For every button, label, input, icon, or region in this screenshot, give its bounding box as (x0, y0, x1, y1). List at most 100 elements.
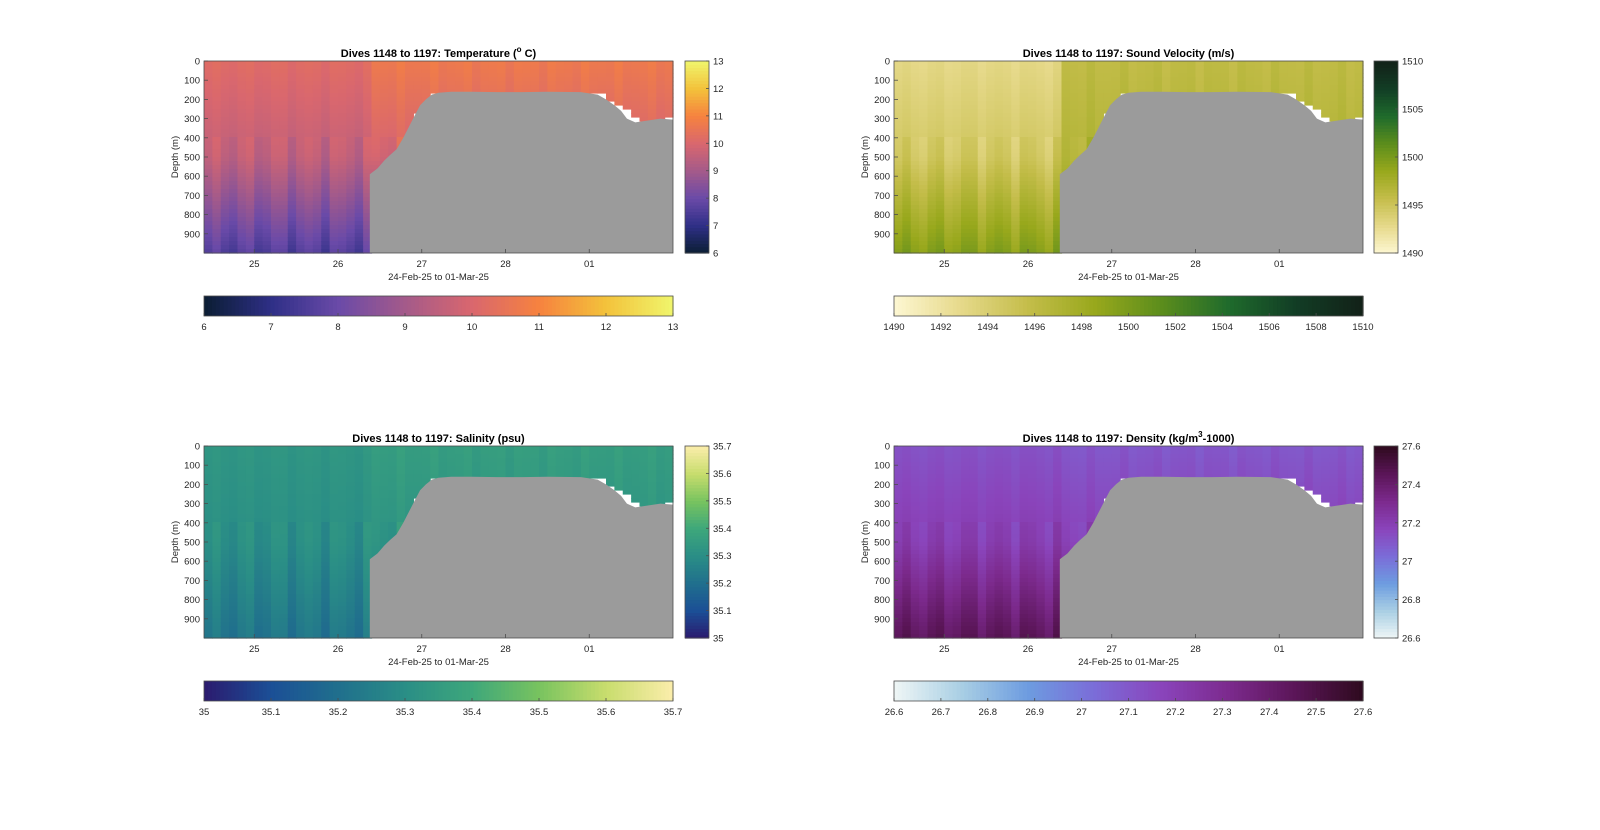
heatmap-cell (944, 177, 954, 182)
colorbar-tick-label: 9 (402, 322, 407, 333)
heatmap-cell (279, 205, 289, 210)
heatmap-cell (363, 201, 373, 206)
heatmap-cell (204, 534, 213, 539)
heatmap-cell (1002, 173, 1012, 178)
heatmap-cell (338, 201, 347, 206)
heatmap-cell (455, 69, 465, 74)
heatmap-cell (204, 237, 213, 242)
heatmap-cell (1053, 201, 1063, 206)
colorbar-tick-label: 10 (467, 322, 478, 333)
heatmap-cell (639, 466, 649, 471)
heatmap-cell (952, 229, 962, 234)
colorbar-swatch (497, 296, 502, 316)
heatmap-cell (329, 582, 339, 587)
heatmap-cell (212, 494, 222, 499)
heatmap-cell (379, 474, 389, 479)
heatmap-cell (338, 618, 347, 623)
heatmap-cell (279, 622, 289, 627)
heatmap-cell (204, 129, 213, 134)
heatmap-cell (363, 121, 373, 126)
heatmap-cell (555, 474, 565, 479)
heatmap-cell (961, 153, 970, 158)
heatmap-cell (296, 85, 306, 90)
y-tick-label: 900 (874, 229, 890, 240)
heatmap-cell (304, 562, 314, 567)
heatmap-cell (580, 454, 590, 459)
heatmap-cell (254, 550, 264, 555)
heatmap-cell (405, 450, 414, 455)
heatmap-cell (321, 470, 331, 475)
heatmap-cell (321, 229, 331, 234)
heatmap-cell (539, 69, 548, 74)
heatmap-cell (245, 626, 255, 631)
heatmap-cell (279, 554, 289, 559)
heatmap-cell (254, 77, 264, 82)
colorbar-swatch (1374, 233, 1398, 238)
heatmap-cell (304, 494, 314, 499)
heatmap-cell (338, 454, 347, 459)
heatmap-cell (1028, 113, 1037, 118)
heatmap-cell (237, 193, 247, 198)
heatmap-cell (237, 598, 247, 603)
heatmap-cell (312, 161, 322, 166)
heatmap-cell (927, 145, 937, 150)
heatmap-cell (304, 137, 314, 142)
heatmap-cell (1095, 85, 1104, 90)
heatmap-cell (287, 129, 297, 134)
heatmap-cell (952, 193, 962, 198)
heatmap-cell (927, 161, 937, 166)
heatmap-cell (287, 554, 297, 559)
heatmap-cell (237, 622, 247, 627)
heatmap-cell (338, 602, 347, 607)
heatmap-cell (254, 610, 264, 615)
heatmap-cell (254, 209, 264, 214)
heatmap-cell (346, 594, 356, 599)
colorbar-swatch (606, 296, 612, 316)
heatmap-cell (304, 626, 314, 631)
heatmap-cell (994, 217, 1004, 222)
heatmap-cell (539, 61, 548, 66)
heatmap-cell (204, 478, 213, 483)
heatmap-cell (312, 61, 322, 66)
heatmap-cell (371, 526, 381, 531)
heatmap-cell (1053, 65, 1063, 70)
heatmap-cell (935, 61, 945, 66)
colorbar-swatch (391, 681, 397, 701)
heatmap-cell (1111, 93, 1121, 98)
heatmap-cell (220, 113, 230, 118)
heatmap-cell (220, 630, 230, 635)
heatmap-cell (910, 205, 920, 210)
heatmap-cell (363, 562, 373, 567)
heatmap-cell (338, 446, 347, 451)
heatmap-cell (522, 89, 532, 94)
heatmap-cell (656, 470, 666, 475)
heatmap-cell (969, 197, 979, 202)
heatmap-cell (262, 117, 272, 122)
heatmap-cell (894, 462, 903, 467)
heatmap-cell (1061, 77, 1071, 82)
colorbar-tick-label: 7 (268, 322, 273, 333)
heatmap-cell (245, 546, 255, 551)
heatmap-cell (1120, 61, 1130, 66)
colorbar-swatch (254, 681, 260, 701)
colorbar-swatch (940, 296, 946, 316)
heatmap-cell (245, 217, 255, 222)
heatmap-cell (522, 81, 532, 86)
colorbar-swatch (301, 681, 307, 701)
heatmap-cell (919, 157, 929, 162)
heatmap-cell (304, 578, 314, 583)
heatmap-cell (321, 570, 331, 575)
heatmap-cell (927, 233, 937, 238)
colorbar-swatch (649, 296, 655, 316)
heatmap-cell (1086, 105, 1096, 110)
heatmap-cell (220, 586, 230, 591)
colorbar-swatch (685, 510, 709, 514)
colorbar-swatch (1089, 296, 1094, 316)
colorbar-swatch (356, 681, 361, 701)
heatmap-cell (919, 129, 929, 134)
colorbar-swatch (344, 296, 350, 316)
heatmap-cell (910, 213, 920, 218)
heatmap-cell (1078, 129, 1088, 134)
heatmap-cell (279, 614, 289, 619)
heatmap-cell (321, 626, 331, 631)
